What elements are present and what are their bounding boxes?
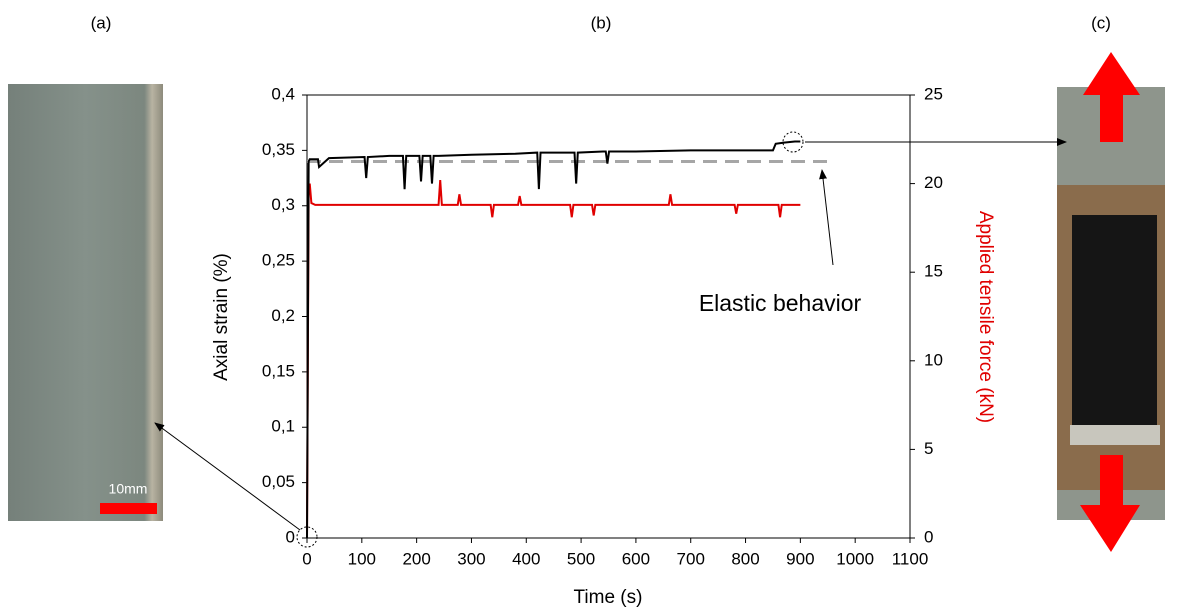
highlight-circle [782, 131, 804, 153]
x-tick-label: 800 [731, 549, 759, 568]
y-tick-label: 0,2 [271, 306, 295, 325]
scale-bar-label: 10mm [109, 481, 148, 497]
scale-bar [100, 503, 157, 514]
y2-axis-label: Applied tensile force (kN) [975, 211, 996, 423]
x-tick-label: 700 [677, 549, 705, 568]
x-tick-label: 1100 [892, 549, 929, 568]
x-tick-label: 900 [786, 549, 814, 568]
y2-tick-label: 15 [924, 262, 943, 281]
data-line [306, 140, 801, 539]
x-axis-label: Time (s) [574, 587, 643, 608]
photo-failed-specimen [1057, 52, 1165, 552]
y-tick-label: 0,3 [271, 195, 295, 214]
y2-tick-label: 10 [924, 350, 943, 369]
x-tick-label: 600 [622, 549, 650, 568]
x-tick-label: 0 [302, 549, 311, 568]
y-tick-label: 0,4 [271, 84, 295, 103]
photo-specimen [8, 84, 163, 521]
y-axis-label: Axial strain (%) [211, 253, 232, 381]
panel-label: (c) [1091, 13, 1111, 32]
panel-label: (b) [591, 13, 612, 32]
y-tick-label: 0,25 [262, 251, 295, 270]
x-tick-label: 200 [402, 549, 430, 568]
highlight-circle [296, 526, 318, 548]
x-tick-label: 1000 [836, 549, 874, 568]
data-line [306, 179, 801, 539]
y2-tick-label: 5 [924, 439, 933, 458]
arrow [154, 422, 301, 531]
arrow [819, 169, 834, 266]
panel-label: (a) [91, 13, 112, 32]
y-tick-label: 0,05 [262, 472, 295, 491]
x-tick-label: 300 [457, 549, 485, 568]
x-tick-label: 100 [348, 549, 376, 568]
x-tick-label: 500 [567, 549, 595, 568]
x-tick-label: 400 [512, 549, 540, 568]
y-tick-label: 0,1 [271, 417, 295, 436]
y-tick-label: 0,15 [262, 361, 295, 380]
annotation: Elastic behavior [699, 290, 862, 316]
y-tick-label: 0 [286, 527, 295, 546]
y2-tick-label: 20 [924, 173, 943, 192]
y-tick-label: 0,35 [262, 140, 295, 159]
y2-tick-label: 25 [924, 84, 943, 103]
y2-tick-label: 0 [924, 527, 933, 546]
